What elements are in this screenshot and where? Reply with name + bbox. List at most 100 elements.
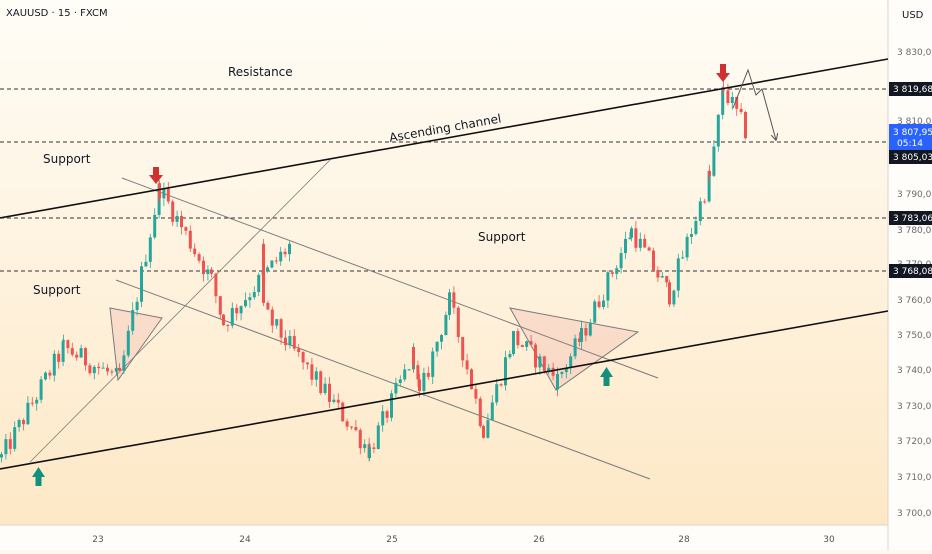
candle-body bbox=[486, 420, 490, 438]
candle-body bbox=[88, 365, 92, 374]
candle-body bbox=[226, 325, 230, 327]
candle-body bbox=[66, 340, 70, 349]
candle-body bbox=[126, 330, 130, 356]
candle-body bbox=[624, 238, 627, 254]
arrow-up-icon bbox=[600, 367, 613, 386]
descending-channel-upper[interactable] bbox=[121, 177, 659, 379]
level-badge-3805[interactable]: 3 805,03 bbox=[889, 150, 932, 164]
candle-body bbox=[206, 269, 210, 275]
candle-body bbox=[407, 369, 411, 371]
y-tick-label: 3 740,00 bbox=[897, 366, 932, 376]
arrow-down-icon bbox=[149, 167, 163, 184]
candle-body bbox=[372, 447, 376, 449]
candle-body bbox=[193, 248, 197, 255]
candle-body bbox=[721, 87, 725, 115]
candle-body bbox=[214, 273, 218, 297]
candle-body bbox=[350, 426, 353, 428]
level-badge-text: 3 805,03 bbox=[893, 153, 932, 163]
candle-body bbox=[606, 272, 610, 301]
candle-body bbox=[525, 341, 529, 347]
candle-body bbox=[716, 114, 720, 147]
candle-body bbox=[703, 201, 707, 203]
candle-body bbox=[435, 341, 439, 352]
candle-body bbox=[534, 344, 537, 368]
last-price-badge[interactable]: 3 807,95 05:14 bbox=[889, 124, 932, 150]
level-badge-3819[interactable]: 3 819,68 bbox=[889, 82, 932, 96]
candle-body bbox=[573, 338, 577, 357]
countdown-text: 05:14 bbox=[897, 139, 923, 149]
candle-body bbox=[744, 111, 747, 139]
candle-body bbox=[171, 201, 175, 222]
y-tick-label: 3 720,00 bbox=[897, 437, 932, 447]
candle-body bbox=[341, 402, 345, 422]
candle-body bbox=[422, 372, 426, 391]
candle-body bbox=[101, 367, 105, 369]
candle-body bbox=[456, 307, 460, 338]
candle-body bbox=[628, 237, 632, 239]
candle-body bbox=[647, 247, 651, 251]
candle-body bbox=[180, 215, 183, 228]
descending-channel-lower[interactable] bbox=[115, 279, 651, 480]
candle-body bbox=[418, 379, 421, 391]
projection-path[interactable] bbox=[732, 68, 776, 140]
level-badge-3783[interactable]: 3 783,06 bbox=[889, 211, 932, 225]
candle-body bbox=[465, 360, 469, 370]
candle-body bbox=[390, 393, 393, 418]
candle-body bbox=[643, 238, 647, 248]
candle-body bbox=[495, 384, 499, 403]
candle-body bbox=[542, 356, 546, 371]
ascending-channel-lower[interactable] bbox=[0, 310, 889, 470]
candle-body bbox=[712, 146, 716, 176]
candle-body bbox=[660, 276, 664, 278]
candle-body bbox=[332, 399, 336, 402]
candle-body bbox=[478, 398, 482, 427]
symbol-header: XAUUSD · 15 · FXCM bbox=[6, 8, 108, 19]
candle-body bbox=[319, 371, 323, 394]
arrow-down-icon bbox=[716, 64, 730, 82]
candle-body bbox=[381, 411, 385, 426]
candle-body bbox=[520, 345, 524, 347]
candle-body bbox=[363, 444, 367, 449]
ascending-channel-upper[interactable] bbox=[0, 58, 889, 219]
candle-body bbox=[248, 297, 252, 301]
candle-body bbox=[297, 348, 301, 352]
candle-body bbox=[275, 319, 279, 326]
plot-background bbox=[0, 0, 888, 525]
x-tick-label: 24 bbox=[239, 535, 251, 545]
candle-body bbox=[244, 300, 247, 307]
x-tick-label: 30 bbox=[823, 535, 835, 545]
candle-body bbox=[270, 260, 274, 268]
support-label-top: Support bbox=[43, 152, 91, 166]
time-axis[interactable]: 23 24 25 26 28 30 bbox=[92, 535, 835, 545]
trend-line-diagonal[interactable] bbox=[29, 159, 331, 463]
candle-body bbox=[416, 365, 420, 380]
candle-body bbox=[569, 356, 573, 368]
candle-body bbox=[153, 214, 157, 238]
candle-body bbox=[668, 282, 671, 305]
level-badge-3768[interactable]: 3 768,08 bbox=[889, 264, 932, 278]
candle-body bbox=[288, 243, 291, 255]
candle-body bbox=[426, 372, 430, 377]
x-tick-label: 26 bbox=[533, 535, 545, 545]
candle-body bbox=[593, 301, 597, 323]
candle-body bbox=[726, 90, 730, 104]
candle-body bbox=[306, 362, 309, 365]
candle-body bbox=[270, 309, 274, 326]
candle-body bbox=[274, 260, 278, 262]
candle-body bbox=[376, 425, 380, 449]
candle-body bbox=[279, 251, 283, 262]
candle-body bbox=[508, 353, 512, 358]
candle-body bbox=[279, 319, 283, 338]
x-tick-label: 23 bbox=[92, 535, 103, 545]
support-label-mid: Support bbox=[478, 230, 526, 244]
candle-body bbox=[0, 454, 3, 458]
candle-body bbox=[175, 215, 179, 222]
candle-body bbox=[210, 269, 213, 274]
candle-body bbox=[652, 250, 655, 271]
candlestick-series[interactable] bbox=[0, 80, 747, 463]
candle-body bbox=[580, 328, 583, 342]
candle-body bbox=[336, 399, 340, 403]
candle-body bbox=[266, 267, 269, 272]
